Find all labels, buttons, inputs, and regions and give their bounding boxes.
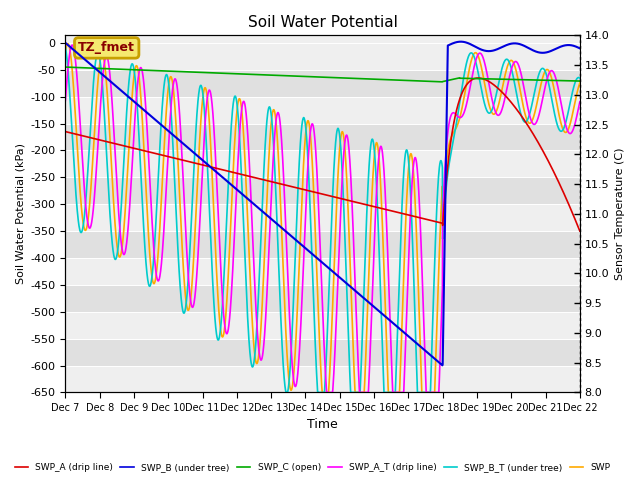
Legend: SWP_A (drip line), SWP_B (under tree), SWP_C (open), SWP_A_T (drip line), SWP_B_: SWP_A (drip line), SWP_B (under tree), S… <box>11 459 614 476</box>
Y-axis label: Sensor Temperature (C): Sensor Temperature (C) <box>615 148 625 280</box>
X-axis label: Time: Time <box>307 419 338 432</box>
Y-axis label: Soil Water Potential (kPa): Soil Water Potential (kPa) <box>15 144 25 284</box>
Bar <box>65 177 580 204</box>
Bar <box>65 231 580 258</box>
Bar <box>65 70 580 96</box>
Bar <box>65 123 580 150</box>
Text: TZ_fmet: TZ_fmet <box>78 41 135 54</box>
Bar <box>65 285 580 312</box>
Title: Soil Water Potential: Soil Water Potential <box>248 15 397 30</box>
Bar <box>65 339 580 366</box>
